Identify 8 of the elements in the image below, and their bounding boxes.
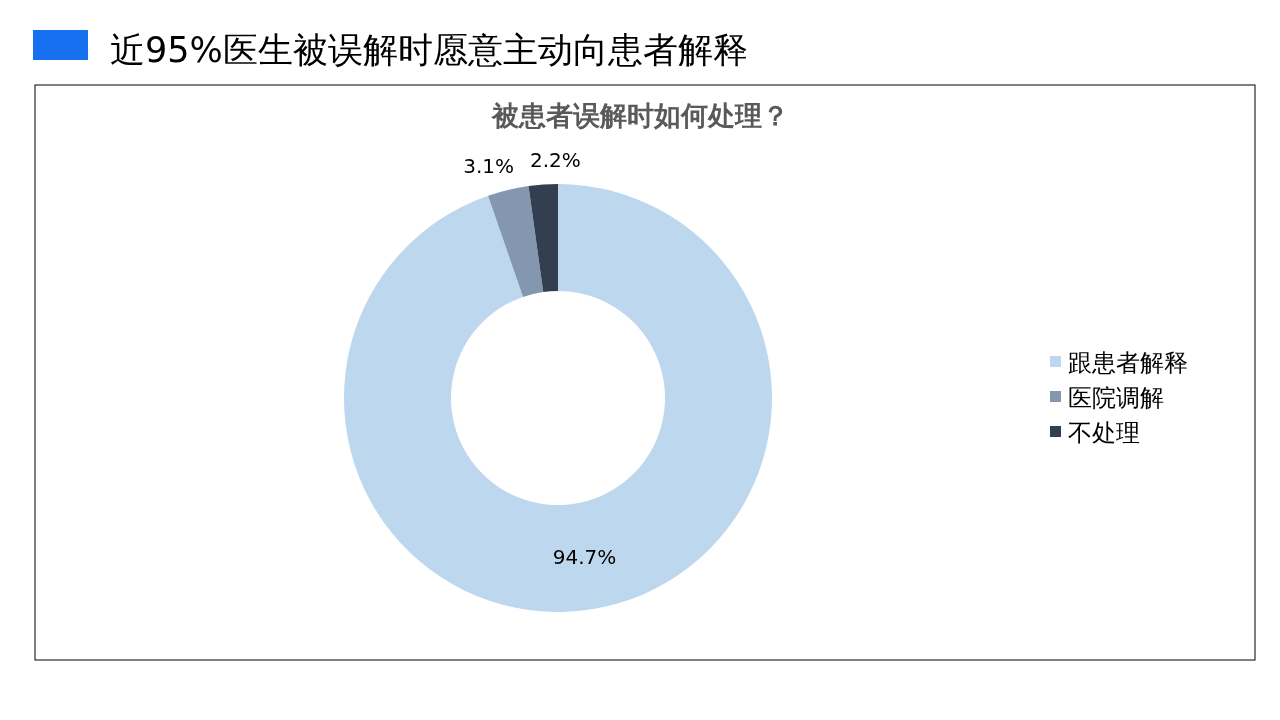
data-label: 2.2% xyxy=(530,147,581,172)
legend-label: 跟患者解释 xyxy=(1068,349,1188,377)
chart-subtitle: 被患者误解时如何处理？ xyxy=(490,100,789,131)
data-label: 3.1% xyxy=(463,153,514,178)
data-label: 94.7% xyxy=(552,545,617,570)
legend-label: 不处理 xyxy=(1068,419,1140,447)
legend-label: 医院调解 xyxy=(1068,384,1164,412)
chart-title: 近95%医生被误解时愿意主动向患者解释 xyxy=(110,30,748,70)
